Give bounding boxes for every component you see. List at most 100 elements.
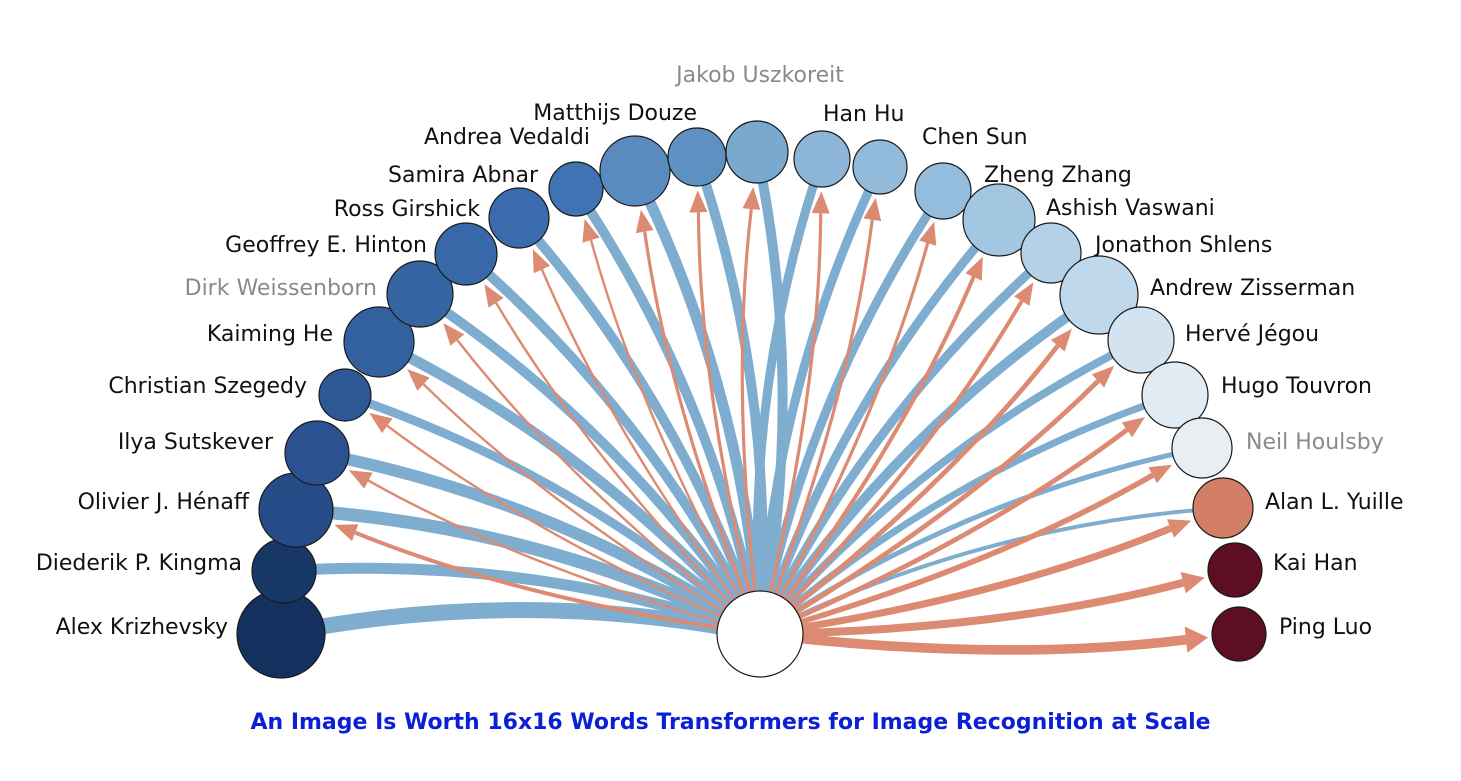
author-label[interactable]: Zheng Zhang	[984, 163, 1132, 188]
incoming-edge	[759, 629, 1187, 655]
author-label[interactable]: Geoffrey E. Hinton	[225, 233, 427, 258]
author-node[interactable]	[386, 260, 454, 328]
incoming-edge-arrowhead	[443, 323, 465, 346]
author-label[interactable]: Christian Szegedy	[108, 374, 307, 399]
author-label[interactable]: Alan L. Yuille	[1265, 490, 1404, 515]
author-label[interactable]: Diederik P. Kingma	[36, 551, 242, 576]
author-label[interactable]: Hervé Jégou	[1185, 322, 1319, 347]
incoming-edge	[758, 300, 1024, 636]
incoming-edge	[740, 208, 762, 635]
author-node[interactable]	[962, 183, 1036, 257]
incoming-edge-arrowhead	[689, 190, 708, 213]
incoming-edge	[759, 525, 1172, 638]
author-node[interactable]	[251, 538, 317, 604]
author-label[interactable]: Ross Girshick	[334, 197, 480, 222]
author-label[interactable]: Andrea Vedaldi	[424, 125, 590, 150]
incoming-edge-arrowhead	[1167, 519, 1192, 538]
author-node[interactable]	[1020, 222, 1082, 284]
outgoing-edge	[376, 337, 765, 638]
incoming-edge-arrowhead	[811, 191, 830, 214]
author-node[interactable]	[318, 368, 372, 422]
author-label[interactable]: Alex Krizhevsky	[56, 615, 228, 640]
author-node[interactable]	[852, 139, 908, 195]
incoming-edge	[758, 379, 1100, 637]
author-node[interactable]	[1059, 255, 1139, 335]
author-node[interactable]	[488, 187, 550, 249]
incoming-edge-arrowhead	[965, 256, 983, 281]
incoming-edge	[758, 242, 930, 635]
author-label[interactable]: Samira Abnar	[388, 163, 539, 188]
incoming-edge	[386, 424, 761, 636]
nodes-layer	[236, 120, 1267, 679]
author-node[interactable]	[725, 120, 789, 184]
incoming-edge	[759, 427, 1129, 637]
outgoing-edge	[755, 165, 885, 635]
labels-layer: Alex Krizhevsky Diederik P. Kingma Olivier…	[36, 63, 1404, 640]
author-node[interactable]	[793, 130, 851, 188]
author-label[interactable]: Matthijs Douze	[533, 101, 697, 126]
author-node[interactable]	[1141, 361, 1209, 429]
author-node[interactable]	[914, 162, 972, 220]
incoming-edge	[422, 383, 761, 636]
author-label[interactable]: Neil Houlsby	[1246, 430, 1384, 455]
incoming-edge-arrowhead	[1050, 328, 1072, 352]
incoming-edge-arrowhead	[635, 209, 654, 234]
incoming-edge-arrowhead	[369, 412, 393, 434]
author-node[interactable]	[1171, 417, 1233, 479]
author-node[interactable]	[599, 135, 671, 207]
incoming-edge-arrowhead	[532, 249, 551, 274]
author-label[interactable]: Kai Han	[1273, 551, 1358, 576]
incoming-edge-arrowhead	[407, 369, 430, 391]
author-node[interactable]	[667, 127, 727, 187]
incoming-edge-arrowhead	[582, 219, 600, 243]
author-node[interactable]	[548, 161, 604, 217]
author-node[interactable]	[1207, 542, 1263, 598]
incoming-edge	[758, 219, 874, 635]
author-label[interactable]: Jonathon Shlens	[1093, 233, 1272, 258]
incoming-edge-arrowhead	[1148, 464, 1173, 484]
author-node[interactable]	[434, 222, 498, 286]
outgoing-edge	[752, 157, 827, 635]
author-node[interactable]	[343, 306, 415, 378]
incoming-edge-arrowhead	[334, 524, 359, 542]
incoming-edge	[540, 268, 761, 635]
incoming-edge	[759, 472, 1155, 637]
author-label[interactable]: Chen Sun	[922, 125, 1028, 150]
center-paper-node[interactable]	[716, 590, 804, 678]
incoming-edge	[758, 213, 823, 635]
author-label[interactable]: Ashish Vaswani	[1046, 196, 1215, 221]
incoming-edge-arrowhead	[742, 187, 761, 210]
incoming-edge-arrowhead	[1091, 365, 1115, 388]
paper-title-caption[interactable]: An Image Is Worth 16x16 Words Transforme…	[250, 710, 1211, 735]
incoming-edge	[758, 344, 1060, 636]
author-label[interactable]: Ping Luo	[1279, 615, 1372, 640]
author-label[interactable]: Kaiming He	[207, 322, 333, 347]
author-label[interactable]: Han Hu	[823, 102, 904, 127]
author-node[interactable]	[1107, 306, 1175, 374]
incoming-edge	[759, 578, 1185, 638]
incoming-edge	[643, 231, 762, 635]
incoming-edge	[758, 276, 976, 636]
incoming-edge-arrowhead	[484, 284, 504, 308]
author-label[interactable]: Jakob Uszkoreit	[674, 63, 844, 88]
incoming-edge-arrowhead	[1014, 282, 1034, 306]
incoming-edge-arrowhead	[1184, 626, 1208, 653]
incoming-edge-arrowhead	[919, 221, 937, 246]
incoming-edge-arrowhead	[1180, 572, 1205, 594]
author-label[interactable]: Andrew Zisserman	[1150, 276, 1355, 301]
author-node[interactable]	[1211, 606, 1267, 662]
incoming-edge	[495, 302, 761, 635]
incoming-edge	[589, 239, 762, 635]
author-node[interactable]	[284, 420, 350, 486]
incoming-edge-arrowhead	[348, 470, 373, 489]
incoming-edge	[456, 339, 761, 635]
author-label[interactable]: Dirk Weissenborn	[185, 276, 377, 301]
author-node[interactable]	[1192, 477, 1254, 539]
author-label[interactable]: Ilya Sutskever	[118, 430, 274, 455]
incoming-edge-arrowhead	[1121, 417, 1145, 438]
author-label[interactable]: Olivier J. Hénaff	[78, 490, 250, 515]
outgoing-edge	[283, 562, 762, 640]
author-label[interactable]: Hugo Touvron	[1221, 374, 1372, 399]
incoming-edge	[696, 212, 762, 635]
